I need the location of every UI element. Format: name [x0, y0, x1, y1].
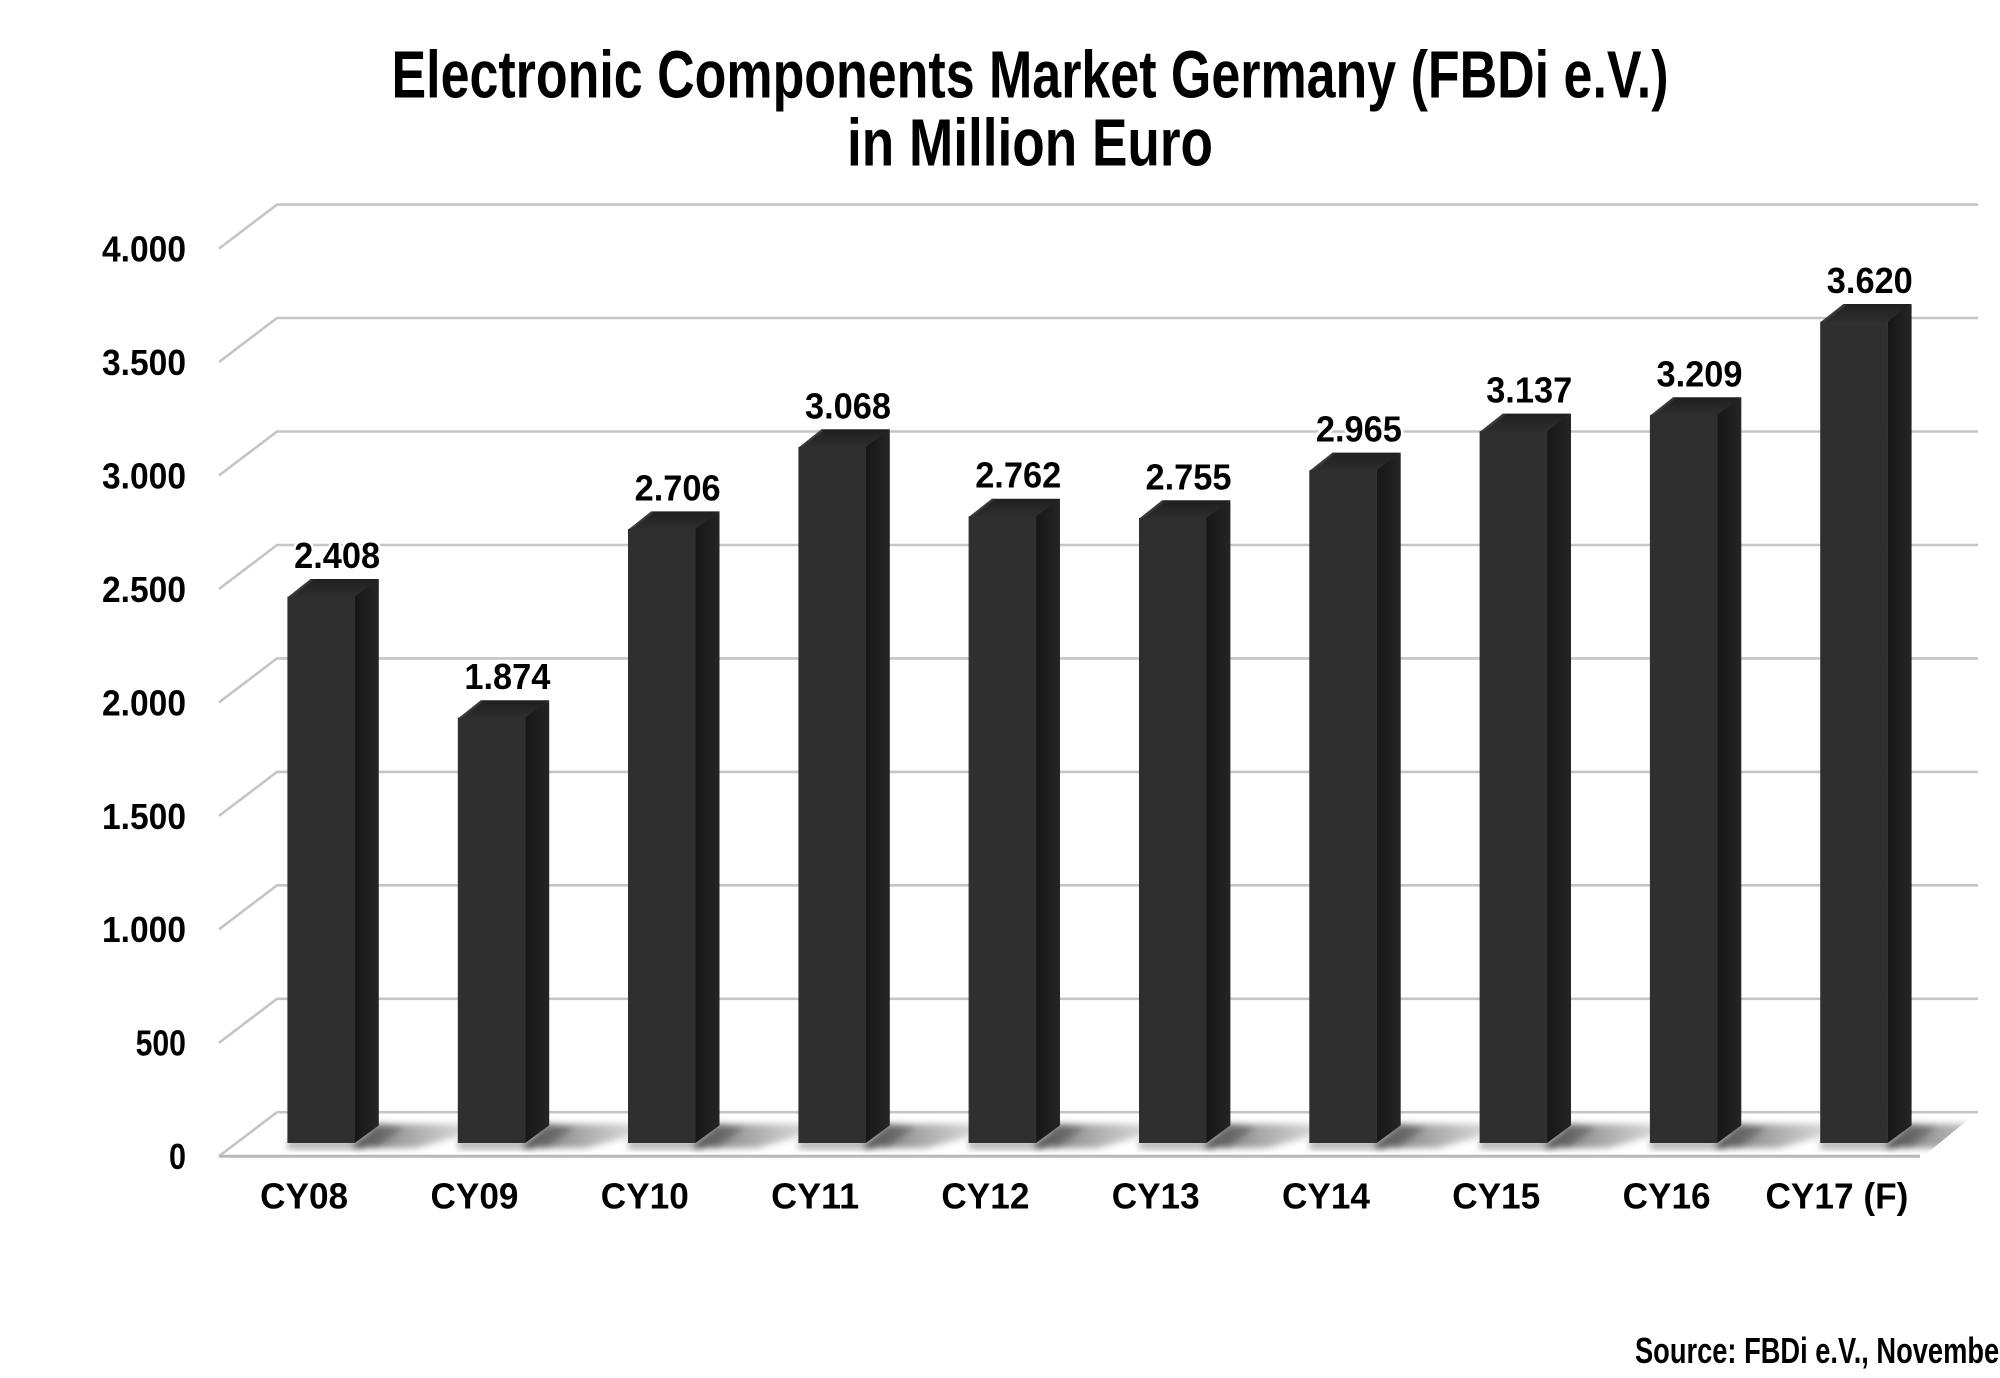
svg-text:1.000: 1.000 — [102, 909, 186, 950]
svg-text:CY08: CY08 — [260, 1176, 348, 1217]
svg-text:3.000: 3.000 — [102, 455, 186, 496]
svg-text:2.500: 2.500 — [102, 569, 186, 610]
svg-text:CY13: CY13 — [1112, 1176, 1200, 1217]
svg-text:CY10: CY10 — [601, 1176, 689, 1217]
svg-text:2.755: 2.755 — [1146, 456, 1232, 497]
svg-text:2.762: 2.762 — [975, 455, 1061, 496]
svg-text:3.137: 3.137 — [1486, 370, 1572, 411]
svg-text:500: 500 — [136, 1023, 186, 1064]
svg-text:2.706: 2.706 — [635, 467, 721, 508]
svg-text:1.874: 1.874 — [464, 656, 550, 697]
svg-text:3.068: 3.068 — [805, 385, 891, 426]
svg-text:2.965: 2.965 — [1316, 409, 1402, 450]
svg-text:1.500: 1.500 — [102, 796, 186, 837]
svg-text:Source: FBDi e.V., November 20: Source: FBDi e.V., November 2017 — [1635, 1330, 2000, 1371]
svg-text:CY11: CY11 — [771, 1176, 859, 1217]
svg-text:CY12: CY12 — [941, 1176, 1029, 1217]
svg-text:CY16: CY16 — [1623, 1176, 1711, 1217]
svg-text:Electronic Components Market G: Electronic Components Market Germany (FB… — [392, 38, 1669, 113]
svg-text:4.000: 4.000 — [102, 229, 186, 270]
svg-text:3.620: 3.620 — [1827, 260, 1913, 301]
svg-text:2.408: 2.408 — [294, 535, 380, 576]
svg-text:0: 0 — [169, 1136, 186, 1177]
svg-text:in Million Euro: in Million Euro — [847, 106, 1213, 181]
svg-text:CY17 (F): CY17 (F) — [1766, 1176, 1909, 1217]
svg-text:3.500: 3.500 — [102, 342, 186, 383]
svg-text:3.209: 3.209 — [1657, 353, 1743, 394]
svg-text:CY14: CY14 — [1282, 1176, 1370, 1217]
svg-text:CY15: CY15 — [1452, 1176, 1540, 1217]
svg-text:2.000: 2.000 — [102, 682, 186, 723]
svg-text:CY09: CY09 — [431, 1176, 519, 1217]
